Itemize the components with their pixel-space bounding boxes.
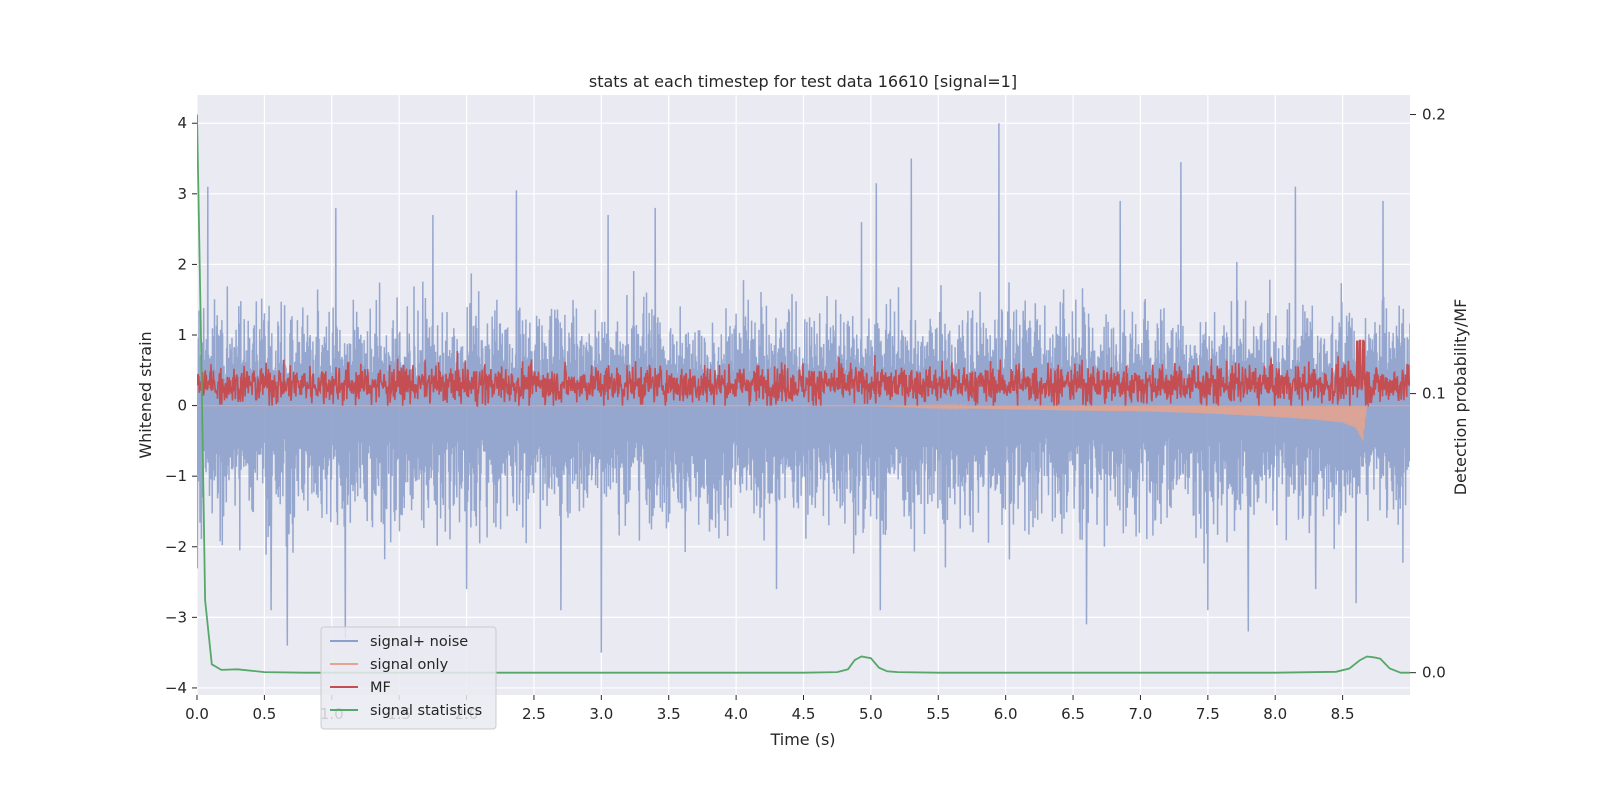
y-tick-label: −1 xyxy=(165,467,187,485)
series-mf xyxy=(197,339,1410,408)
x-axis-label: Time (s) xyxy=(769,730,835,749)
x-tick-label: 6.5 xyxy=(1061,705,1085,723)
y-tick-label: 3 xyxy=(177,185,187,203)
y-tick-label: 1 xyxy=(177,326,187,344)
y-axis-label: Whitened strain xyxy=(136,331,155,458)
legend-box xyxy=(320,626,497,730)
legend-entry-label: signal statistics xyxy=(370,703,482,719)
y-tick-label: −3 xyxy=(165,608,187,626)
x-tick-label: 7.5 xyxy=(1196,705,1220,723)
y-tick-label: −4 xyxy=(165,679,187,697)
x-tick-label: 2.5 xyxy=(522,705,546,723)
series-signal-statistics xyxy=(197,114,1410,674)
y-axis-ticks: −4 −3 −2 −1 0 1 2 3 4 xyxy=(165,114,197,697)
x-tick-label: 3.0 xyxy=(589,705,613,723)
x-tick-label: 5.5 xyxy=(926,705,950,723)
y-tick-label: 4 xyxy=(177,114,187,132)
legend-entry-label: signal+ noise xyxy=(370,634,468,650)
chart-title: stats at each timestep for test data 166… xyxy=(589,72,1017,91)
y2-tick-label: 0.0 xyxy=(1422,664,1446,682)
x-tick-label: 4.5 xyxy=(792,705,816,723)
y-tick-label: −2 xyxy=(165,538,187,556)
x-tick-label: 5.0 xyxy=(859,705,883,723)
series-layer xyxy=(197,114,1410,674)
y2-axis-ticks: 0.0 0.1 0.2 xyxy=(1410,106,1446,682)
y-tick-label: 0 xyxy=(177,397,187,415)
x-tick-label: 7.0 xyxy=(1129,705,1153,723)
y2-tick-label: 0.1 xyxy=(1422,385,1446,403)
y2-axis-label: Detection probability/MF xyxy=(1451,299,1470,496)
legend-entry-label: MF xyxy=(370,680,391,696)
x-tick-label: 8.5 xyxy=(1331,705,1355,723)
x-tick-label: 8.0 xyxy=(1263,705,1287,723)
legend: signal+ noise signal only MF signal statist… xyxy=(320,626,497,730)
y2-tick-label: 0.2 xyxy=(1422,106,1446,124)
x-tick-label: 0.5 xyxy=(252,705,276,723)
x-tick-label: 3.5 xyxy=(657,705,681,723)
series-signal-only xyxy=(197,403,1410,441)
legend-entry-label: signal only xyxy=(370,657,449,673)
x-tick-label: 4.0 xyxy=(724,705,748,723)
x-tick-label: 6.0 xyxy=(994,705,1018,723)
y-tick-label: 2 xyxy=(177,255,187,273)
x-tick-label: 0.0 xyxy=(185,705,209,723)
